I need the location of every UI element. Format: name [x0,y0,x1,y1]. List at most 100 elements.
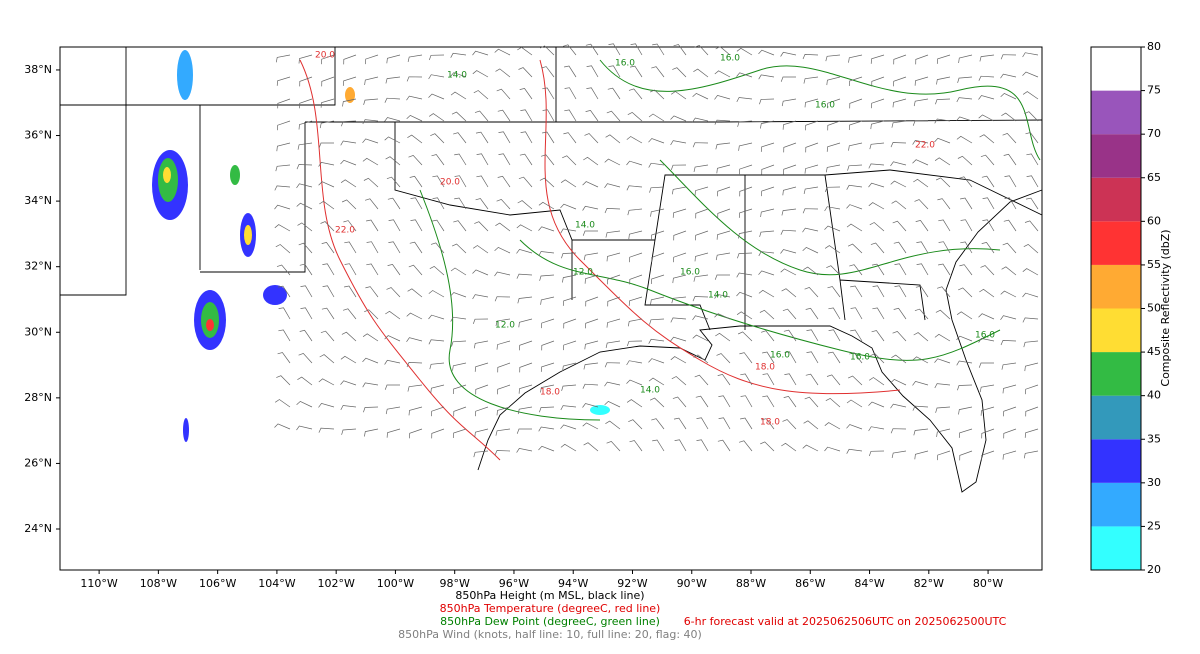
wind-barb [692,142,709,148]
wind-barb [340,380,357,386]
wind-barb [1003,428,1017,439]
wind-barb [717,439,731,452]
wind-barb [979,134,995,144]
wind-barb [277,285,291,298]
wind-barb [275,164,291,172]
wind-barb [585,110,599,122]
wind-barb [914,450,929,460]
wind-barb [960,197,973,210]
wind-barb [494,296,511,302]
wind-barb [891,120,907,128]
wind-barb [982,219,995,232]
wind-barb [540,384,555,393]
wind-barb [563,318,577,329]
wind-barb [542,131,555,144]
wind-barb [957,76,973,83]
wind-barb [738,440,753,452]
wind-barb [519,88,533,100]
wind-barb [516,224,533,232]
wind-barb [519,340,533,351]
wind-barb [892,220,907,232]
wind-barb [739,186,753,197]
wind-barb [604,362,621,368]
wind-barb [802,227,819,233]
wind-barb [299,329,313,342]
wind-barb [936,428,951,437]
wind-barb [428,54,445,61]
wind-barb [805,120,819,131]
wind-barb [320,98,335,108]
wind-barb [384,335,401,342]
wind-barb [936,76,951,85]
wind-barb [1003,153,1017,166]
wind-barb [542,87,555,100]
wind-barb [322,285,335,298]
dew-point-label: 14.0 [575,221,595,231]
wind-barb [714,70,731,78]
wind-barb [318,181,335,188]
wind-barb [693,274,709,282]
wind-barb [606,110,621,122]
wind-barb [805,307,819,320]
wind-barb [340,140,357,146]
wind-barb [758,251,775,257]
wind-barb [825,164,841,173]
colorbar-band [1091,395,1141,440]
wind-barb [428,290,445,298]
wind-barb [848,54,863,63]
wind-barb [718,417,731,430]
temperature-label: 18.0 [755,363,775,373]
wind-barb [696,439,709,452]
wind-barb [318,378,335,386]
wind-barb [343,54,357,65]
wind-barb [430,384,445,394]
wind-barb [824,446,841,452]
wind-barb [802,54,819,60]
wind-barb [409,241,423,254]
wind-barb [538,426,555,432]
wind-barb [562,274,577,283]
wind-barb [938,263,951,276]
wind-barb [1023,340,1039,348]
wind-barb [715,332,731,342]
wind-barb [410,219,423,232]
wind-barb [430,133,445,144]
wind-barb [717,208,731,219]
wind-barb [758,49,775,56]
wind-barb [650,296,665,305]
wind-barb [607,87,621,100]
x-tick-label: 104°W [258,577,295,590]
wind-barb [670,164,687,171]
wind-barb [868,450,885,457]
colorbar-tick-label: 60 [1147,214,1161,227]
wind-barb [780,268,797,276]
wind-barb [846,448,863,454]
wind-barb [362,357,379,364]
wind-barb [1026,175,1039,188]
wind-barb [542,109,555,122]
wind-barb [956,335,973,342]
temperature-label: 20.0 [315,51,335,61]
wind-barb [912,356,929,364]
wind-barb [915,54,929,65]
wind-barb [824,422,841,430]
dew-point-contour [659,159,1001,276]
wind-barb [582,205,599,211]
wind-barb [407,134,423,144]
wind-barb [827,351,841,364]
wind-barb [892,98,907,108]
wind-barb [672,67,687,78]
wind-barb [451,340,467,347]
wind-barb [651,418,665,430]
wind-barb [276,375,291,386]
wind-barb [605,420,621,430]
wind-barb [739,164,753,175]
wind-barb [385,76,401,84]
wind-barb [452,362,467,371]
wind-barb [604,158,621,166]
wind-barb [806,329,819,342]
wind-barb [913,428,929,436]
wind-barb [783,142,797,153]
wind-barb [849,98,863,109]
wind-barb [451,111,467,122]
